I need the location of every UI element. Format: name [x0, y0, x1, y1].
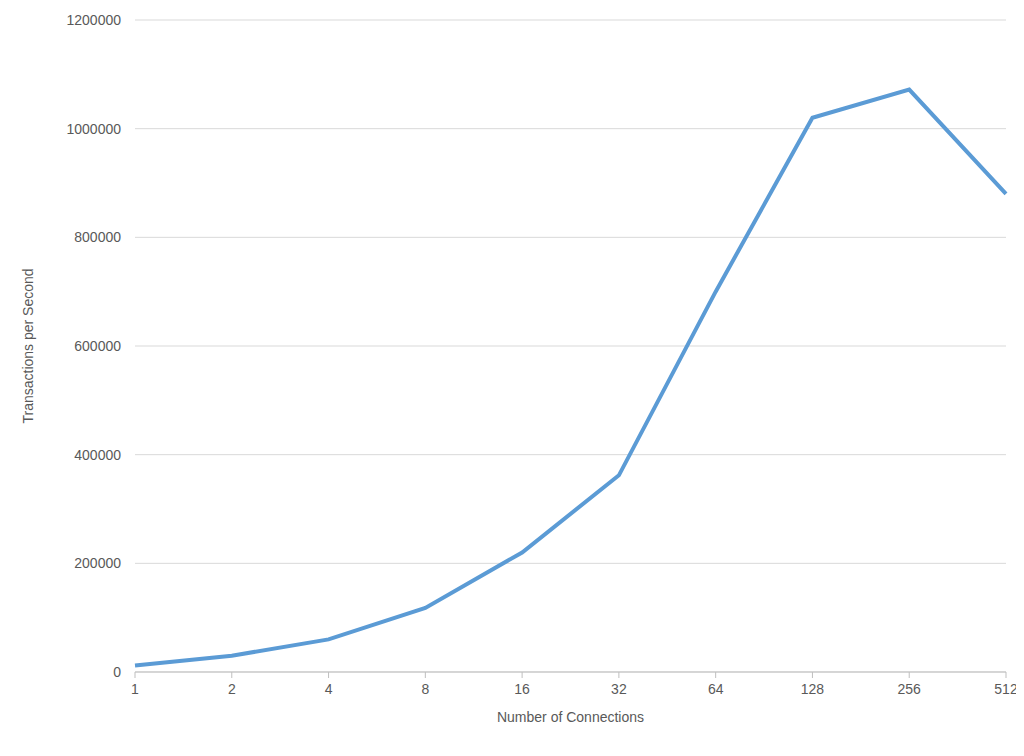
- svg-text:1000000: 1000000: [66, 121, 121, 137]
- svg-text:400000: 400000: [74, 447, 121, 463]
- svg-text:1: 1: [131, 681, 139, 697]
- svg-text:128: 128: [801, 681, 825, 697]
- svg-text:64: 64: [708, 681, 724, 697]
- svg-text:Number of Connections: Number of Connections: [497, 709, 644, 725]
- svg-text:32: 32: [611, 681, 627, 697]
- svg-text:600000: 600000: [74, 338, 121, 354]
- svg-text:256: 256: [898, 681, 922, 697]
- svg-text:512: 512: [994, 681, 1016, 697]
- svg-text:4: 4: [325, 681, 333, 697]
- svg-text:800000: 800000: [74, 229, 121, 245]
- svg-text:16: 16: [514, 681, 530, 697]
- svg-text:1200000: 1200000: [66, 12, 121, 28]
- svg-text:8: 8: [421, 681, 429, 697]
- svg-text:Transactions per Second: Transactions per Second: [20, 268, 36, 423]
- svg-text:0: 0: [113, 664, 121, 680]
- svg-text:200000: 200000: [74, 555, 121, 571]
- svg-text:2: 2: [228, 681, 236, 697]
